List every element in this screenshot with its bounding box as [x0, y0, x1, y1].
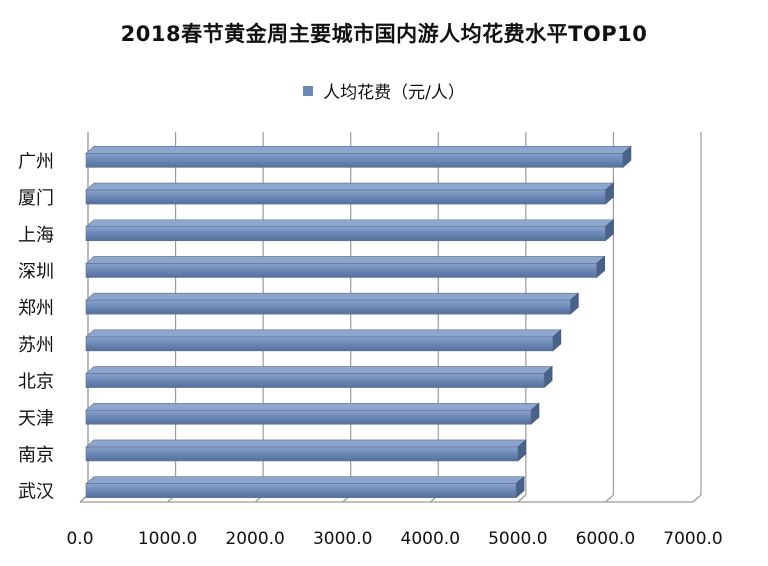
- bar: [85, 182, 615, 205]
- category-label: 上海: [18, 225, 54, 246]
- bar-front: [85, 263, 597, 278]
- chart-legend: 人均花费（元/人）: [0, 78, 768, 103]
- bar-top: [85, 439, 527, 448]
- bar: [85, 475, 525, 499]
- category-label: 苏州: [18, 335, 54, 356]
- category-label: 郑州: [18, 298, 54, 319]
- bar-top: [85, 219, 615, 228]
- bar: [85, 365, 553, 389]
- category-label: 天津: [18, 408, 54, 429]
- category-label: 南京: [18, 445, 54, 466]
- bar-front: [85, 446, 519, 462]
- bar-front: [85, 299, 571, 315]
- category-label: 武汉: [18, 482, 54, 503]
- gridline-depth: [692, 494, 702, 503]
- x-tick-label: 4000.0: [401, 529, 460, 549]
- bar-top: [85, 329, 562, 338]
- x-tick-label: 3000.0: [313, 529, 372, 549]
- bar-front: [85, 373, 545, 388]
- bar-top: [85, 146, 632, 154]
- bar: [85, 402, 540, 425]
- bar-top: [85, 476, 525, 484]
- category-label: 深圳: [18, 261, 54, 282]
- bar-top: [85, 182, 615, 191]
- bars: [85, 145, 632, 499]
- bar: [85, 329, 562, 352]
- bar-top: [85, 292, 580, 301]
- category-label: 广州: [18, 151, 54, 172]
- bar-front: [85, 409, 532, 425]
- bar-front: [85, 153, 624, 168]
- x-tick-label: 5000.0: [488, 529, 547, 549]
- category-label: 北京: [18, 372, 54, 393]
- gridline-depth: [517, 494, 527, 503]
- x-tick-label: 7000.0: [663, 529, 722, 549]
- bar-front: [85, 226, 606, 242]
- bar: [85, 255, 606, 279]
- x-tick-label: 0.0: [66, 529, 93, 549]
- bar: [85, 145, 632, 169]
- category-label: 厦门: [18, 188, 54, 209]
- x-tick-label: 6000.0: [576, 529, 635, 549]
- legend-swatch: [303, 86, 314, 96]
- gridline-depth: [605, 494, 614, 503]
- bar: [85, 292, 580, 315]
- bar-top: [85, 256, 606, 264]
- x-tick-labels: 0.0 1000.0 2000.0 3000.0 4000.0 5000.0 6000.0 7…: [66, 529, 722, 549]
- x-tick-label: 2000.0: [225, 529, 284, 549]
- chart-title: 2018春节黄金周主要城市国内游人均花费水平TOP10: [120, 22, 648, 46]
- bar-top: [85, 402, 540, 411]
- bar-front: [85, 336, 554, 352]
- bar-front: [85, 189, 606, 205]
- bar-top: [85, 366, 553, 374]
- x-tick-label: 1000.0: [138, 529, 197, 549]
- bar: [85, 439, 527, 462]
- legend-label: 人均花费（元/人）: [323, 83, 465, 103]
- bar-front: [85, 483, 517, 498]
- bar: [85, 219, 615, 242]
